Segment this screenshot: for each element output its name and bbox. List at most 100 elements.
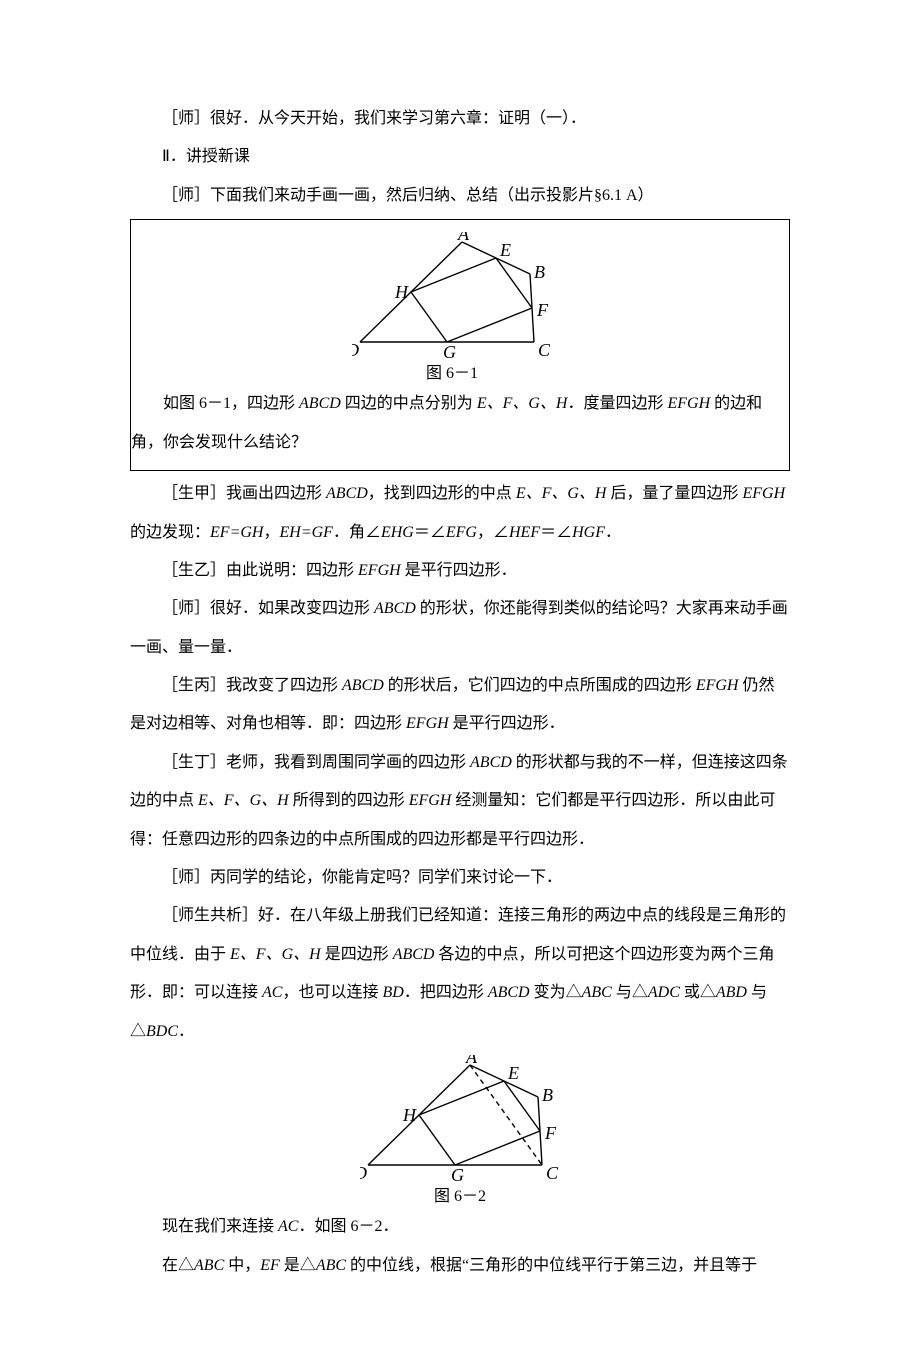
abcd: ABCD [488, 984, 530, 1001]
t: 是四边形 [321, 946, 393, 963]
ac: AC [262, 984, 282, 1001]
hef: HEF [509, 524, 540, 541]
abc: ABC [194, 1257, 224, 1274]
bdc: BDC [146, 1023, 178, 1040]
abc: ABC [582, 984, 612, 1001]
t: ． [178, 1023, 194, 1040]
figure-6-1-caption: 图 6－1 [131, 364, 773, 383]
svg-text:E: E [499, 240, 511, 260]
t: 是平行四边形． [449, 715, 565, 732]
t: ．把四边形 [404, 984, 488, 1001]
t: ＝∠ [414, 524, 446, 541]
ac: AC [278, 1218, 298, 1235]
t: ．度量四边形 [567, 395, 667, 412]
connect-ac: 现在我们来连接 AC．如图 6－2． [130, 1208, 790, 1246]
svg-text:A: A [457, 232, 470, 244]
t: 中， [224, 1257, 260, 1274]
t: 是平行四边形． [401, 562, 517, 579]
abcd: ABCD [326, 485, 368, 502]
teacher-line-1: ［师］很好．从今天开始，我们来学习第六章：证明（一）． [130, 100, 790, 138]
midline-reasoning: 在△ABC 中，EF 是△ABC 的中位线，根据“三角形的中位线平行于第三边，并… [130, 1247, 790, 1285]
t: 四边的中点分别为 [341, 395, 477, 412]
abd: ABD [716, 984, 747, 1001]
efgh-list: E、F、G、H [198, 792, 289, 809]
student-bing: ［生丙］我改变了四边形 ABCD 的形状后，它们四边的中点所围成的四边形 EFG… [130, 667, 790, 744]
t: ［师］很好．如果改变四边形 [162, 600, 374, 617]
t: ．如图 6－2． [298, 1218, 398, 1235]
svg-text:B: B [542, 1085, 553, 1105]
figure-6-2-svg: A B C D E F G H [360, 1055, 560, 1185]
t: 如图 6－1，四边形 [163, 395, 299, 412]
t: ［生丁］老师，我看到周围同学画的四边形 [162, 754, 470, 771]
t: 后，量了量四边形 [606, 485, 742, 502]
t: ＝∠ [540, 524, 572, 541]
svg-text:C: C [546, 1163, 559, 1183]
t: ，也可以连接 [282, 984, 382, 1001]
bd: BD [382, 984, 403, 1001]
t: 的边发现： [130, 524, 210, 541]
svg-text:H: H [402, 1105, 417, 1125]
efgh: EFGH [409, 792, 452, 809]
t: ［生甲］我画出四边形 [162, 485, 326, 502]
t: 现在我们来连接 [162, 1218, 278, 1235]
figure-6-2: A B C D E F G H 图 6－2 [130, 1055, 790, 1206]
efgh-list: E、F、G、H [477, 395, 568, 412]
efgh: EFGH [743, 485, 786, 502]
svg-text:G: G [451, 1165, 464, 1185]
abcd: ABCD [299, 395, 341, 412]
abcd: ABCD [342, 677, 384, 694]
efgh: EFGH [358, 562, 401, 579]
abc: ABC [316, 1257, 346, 1274]
box-text: 如图 6－1，四边形 ABCD 四边的中点分别为 E、F、G、H．度量四边形 E… [131, 385, 773, 462]
t: ，∠ [477, 524, 509, 541]
teacher-student-analysis: ［师生共析］好．在八年级上册我们已经知道：连接三角形的两边中点的线段是三角形的中… [130, 897, 790, 1051]
student-jia: ［生甲］我画出四边形 ABCD，找到四边形的中点 E、F、G、H 后，量了量四边… [130, 475, 790, 552]
eq2: EH=GF [279, 524, 332, 541]
abcd: ABCD [374, 600, 416, 617]
svg-text:F: F [536, 300, 549, 320]
teacher-line-3: ［师］很好．如果改变四边形 ABCD 的形状，你还能得到类似的结论吗？大家再来动… [130, 590, 790, 667]
t: 是△ [280, 1257, 316, 1274]
ef: EF [260, 1257, 280, 1274]
figure-6-1: A B C D E F G H 图 6－1 [131, 232, 773, 383]
ehg: EHG [381, 524, 414, 541]
figure-6-1-svg: A B C D E F G H [352, 232, 552, 362]
svg-text:D: D [352, 340, 359, 360]
figure-6-2-caption: 图 6－2 [130, 1187, 790, 1206]
svg-text:B: B [534, 262, 545, 282]
t: ［生乙］由此说明：四边形 [162, 562, 358, 579]
t: 的中位线，根据“三角形的中位线平行于第三边，并且等于 [346, 1257, 757, 1274]
t: ．角∠ [333, 524, 381, 541]
t: 变为△ [530, 984, 582, 1001]
t: 或△ [680, 984, 716, 1001]
t: 所得到的四边形 [289, 792, 409, 809]
slide-box: ABCDEFGH 图 6－1 如图 6－1，四边形 ABCD 四边的中点分别为 … [130, 219, 790, 471]
svg-text:D: D [360, 1163, 367, 1183]
abcd: ABCD [470, 754, 512, 771]
svg-text:H: H [394, 282, 409, 302]
t: ［生丙］我改变了四边形 [162, 677, 342, 694]
section-heading: Ⅱ．讲授新课 [130, 138, 790, 176]
teacher-line-2: ［师］下面我们来动手画一画，然后归纳、总结（出示投影片§6.1 A） [130, 177, 790, 215]
eq1: EF=GH [210, 524, 263, 541]
abcd: ABCD [393, 946, 435, 963]
svg-text:E: E [507, 1063, 519, 1083]
student-ding: ［生丁］老师，我看到周围同学画的四边形 ABCD 的形状都与我的不一样，但连接这… [130, 744, 790, 859]
svg-text:C: C [538, 340, 551, 360]
teacher-line-4: ［师］丙同学的结论，你能肯定吗？同学们来讨论一下． [130, 859, 790, 897]
t: 的形状后，它们四边的中点所围成的四边形 [384, 677, 696, 694]
efgh: EFGH [696, 677, 739, 694]
t: 与△ [612, 984, 648, 1001]
page: ［师］很好．从今天开始，我们来学习第六章：证明（一）． Ⅱ．讲授新课 ［师］下面… [0, 0, 920, 1365]
t: ． [605, 524, 621, 541]
efgh-list: E、F、G、H [516, 485, 607, 502]
efgh: EFGH [668, 395, 711, 412]
svg-text:G: G [443, 342, 456, 362]
svg-text:F: F [544, 1123, 557, 1143]
efgh: EFGH [406, 715, 449, 732]
efgh-list: E、F、G、H [230, 946, 321, 963]
efg: EFG [446, 524, 477, 541]
adc: ADC [648, 984, 680, 1001]
svg-text:A: A [465, 1055, 478, 1067]
hgf: HGF [572, 524, 605, 541]
